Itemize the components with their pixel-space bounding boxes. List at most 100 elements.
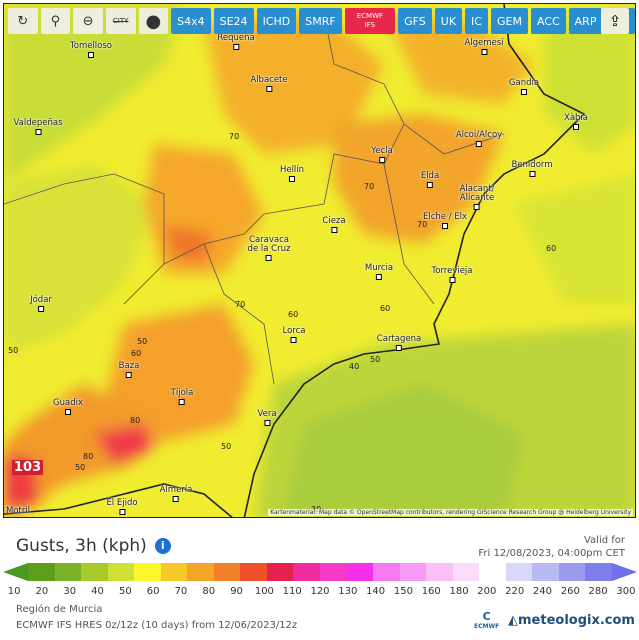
colorbar-swatch	[320, 563, 347, 581]
colorbar-tick: 50	[118, 586, 132, 597]
model-ecmwf-ifs-button[interactable]: ECMWF IFS	[344, 8, 396, 34]
isoline-label: 50	[75, 463, 86, 472]
isoline-label: 70	[229, 132, 240, 141]
colorbar	[28, 563, 613, 581]
colorbar-swatch	[505, 563, 533, 581]
refresh-icon[interactable]: ↻	[8, 8, 38, 34]
colorbar-swatch	[426, 563, 453, 581]
isoline-label: 80	[83, 452, 94, 461]
model-ichd-button[interactable]: ICHD	[256, 8, 297, 34]
model-gem-button[interactable]: GEM	[490, 8, 528, 34]
colorbar-tick: 200	[477, 586, 497, 597]
isoline-label: 50	[137, 337, 148, 346]
city-label: Elche / Elx	[423, 213, 467, 229]
valid-time: Valid for Fri 12/08/2023, 04:00pm CET	[478, 534, 625, 560]
colorbar-swatch	[532, 563, 559, 581]
valid-time-value: Fri 12/08/2023, 04:00pm CET	[478, 548, 625, 559]
colorbar-tick: 80	[202, 586, 216, 597]
colorbar-swatch	[585, 563, 613, 581]
colorbar-swatch	[81, 563, 108, 581]
model-acc-button[interactable]: ACC	[530, 8, 566, 34]
colorbar-swatch	[187, 563, 214, 581]
city-label: Algemesí	[464, 39, 503, 55]
colorbar-swatch	[107, 563, 135, 581]
map-toolbar: ↻ ⚲ ⊖ CITY ● S4x4 SE24 ICHD SMRF ECMWF I…	[8, 8, 635, 34]
city-toggle-icon[interactable]: CITY	[105, 8, 136, 34]
dot-size-icon[interactable]: ●	[138, 8, 169, 34]
ecmwf-logo: C ECMWF	[474, 610, 500, 630]
city-label: Hellín	[280, 166, 304, 182]
colorbar-tick: 280	[588, 586, 608, 597]
colorbar-right-arrow	[612, 563, 637, 581]
colorbar-tick: 160	[421, 586, 441, 597]
colorbar-tick: 180	[449, 586, 469, 597]
colorbar-tick: 90	[230, 586, 243, 597]
model-arp-button[interactable]: ARP	[568, 8, 603, 34]
colorbar-swatch	[346, 563, 374, 581]
colorbar-tick: 130	[338, 586, 358, 597]
colorbar-tick: 60	[146, 586, 160, 597]
city-label: Requena	[217, 34, 254, 50]
colorbar-swatch	[28, 563, 55, 581]
model-ic-button[interactable]: IC	[465, 8, 488, 34]
colorbar-tick: 10	[7, 586, 21, 597]
colorbar-tick: 70	[174, 586, 188, 597]
colorbar-tick: 150	[393, 586, 413, 597]
isoline-label: 40	[349, 362, 360, 371]
city-label: Murcia	[365, 264, 393, 280]
colorbar-swatch	[160, 563, 188, 581]
colorbar-tick: 20	[35, 586, 49, 597]
city-label: Lorca	[283, 327, 306, 343]
isoline-label: 80	[130, 416, 141, 425]
model-gfs-button[interactable]: GFS	[398, 8, 432, 34]
colorbar-tick: 40	[91, 586, 104, 597]
peak-value: 103	[12, 460, 44, 475]
colorbar-tick: 120	[310, 586, 330, 597]
city-label: Albacete	[250, 76, 287, 92]
model-s4x4-button[interactable]: S4x4	[171, 8, 211, 34]
valid-label: Valid for	[583, 535, 625, 546]
isoline-label: 70	[417, 220, 428, 229]
model-run-info: ECMWF IFS HRES 0z/12z (10 days) from 12/…	[16, 620, 298, 631]
city-label: Caravaca de la Cruz	[248, 236, 291, 261]
zoom-out-icon[interactable]: ⊖	[73, 8, 103, 34]
city-label: Elda	[421, 172, 439, 188]
city-label: Cieza	[322, 217, 345, 233]
isoline-label: 60	[288, 310, 299, 319]
colorbar-tick: 110	[282, 586, 302, 597]
share-icon[interactable]: ⇪	[601, 8, 629, 34]
colorbar-swatch	[134, 563, 161, 581]
model-uk-button[interactable]: UK	[434, 8, 463, 34]
city-label: Yecla	[371, 147, 393, 163]
legend-title-text: Gusts, 3h (kph)	[16, 536, 147, 556]
legend-title: Gusts, 3h (kph) i	[16, 536, 171, 556]
city-label: Alcoi/Alcoy	[456, 131, 502, 147]
map-view[interactable]: ↻ ⚲ ⊖ CITY ● S4x4 SE24 ICHD SMRF ECMWF I…	[3, 3, 636, 518]
model-smrf-button[interactable]: SMRF	[299, 8, 342, 34]
city-label: Motril	[6, 507, 30, 517]
colorbar-swatch	[240, 563, 267, 581]
meteologix-logo[interactable]: ◭meteologix.com	[508, 613, 635, 628]
colorbar-tick: 300	[616, 586, 636, 597]
city-label: Xàbia	[564, 114, 588, 130]
city-label: Tomelloso	[70, 42, 112, 58]
map-attribution[interactable]: Kartenmaterial: Map data © OpenStreetMap…	[268, 509, 633, 516]
isoline-label: 50	[8, 346, 19, 355]
city-label: Valdepeñas	[14, 119, 63, 135]
city-label: Tíjola	[171, 389, 194, 405]
isoline-label: 70	[364, 182, 375, 191]
colorbar-tick: 220	[505, 586, 525, 597]
brand-text: meteologix.com	[518, 613, 635, 628]
info-icon[interactable]: i	[154, 538, 171, 554]
city-label: Torrevieja	[431, 267, 472, 283]
colorbar-swatch	[266, 563, 294, 581]
city-label: Almería	[160, 486, 193, 502]
gust-field	[4, 4, 635, 517]
colorbar-tick: 100	[254, 586, 274, 597]
colorbar-swatch	[213, 563, 241, 581]
model-se24-button[interactable]: SE24	[213, 8, 254, 34]
colorbar-swatch	[558, 563, 586, 581]
location-pin-icon[interactable]: ⚲	[40, 8, 71, 34]
isoline-label: 70	[235, 300, 246, 309]
colorbar-swatch	[54, 563, 82, 581]
